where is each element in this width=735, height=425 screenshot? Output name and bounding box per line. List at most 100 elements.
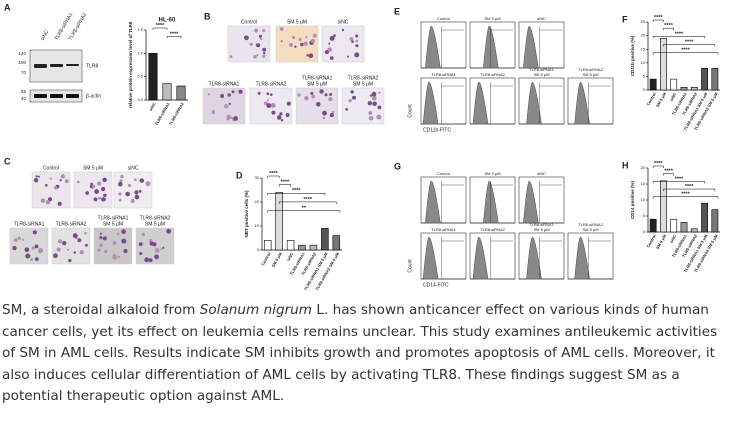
cell <box>79 250 84 255</box>
cell <box>84 231 87 235</box>
cell <box>121 229 127 234</box>
x-tick-label: siNC <box>148 101 157 111</box>
cell <box>62 241 67 246</box>
axis-label: Count <box>407 104 413 118</box>
cell <box>292 35 296 40</box>
bar <box>332 235 341 251</box>
cell <box>134 190 139 195</box>
cell <box>228 102 231 105</box>
cell <box>266 99 269 102</box>
cell <box>38 248 44 254</box>
cell <box>145 181 151 187</box>
histogram-peak <box>470 25 515 69</box>
cell <box>249 42 253 46</box>
sig-mark: **** <box>170 31 179 37</box>
cell <box>286 101 291 106</box>
cell <box>160 248 163 251</box>
band-label: TLR8 <box>86 63 98 69</box>
cell <box>298 38 302 42</box>
cell <box>368 115 374 121</box>
cell <box>279 112 283 116</box>
bar <box>162 83 172 101</box>
cell <box>297 93 301 97</box>
cell <box>35 175 38 178</box>
cell <box>127 183 132 188</box>
image-label: TLR8-siRNA2 <box>348 75 379 81</box>
sig-bracket <box>278 201 337 204</box>
cell <box>22 238 25 241</box>
y-axis-label: CD14 positive (%) <box>630 180 635 219</box>
cell <box>333 34 336 37</box>
sig-mark: **** <box>675 176 684 182</box>
cell <box>148 258 153 263</box>
x-tick-label: SM 5 μM <box>655 91 668 108</box>
cell <box>322 110 327 116</box>
cell <box>116 232 120 236</box>
cell <box>90 182 94 186</box>
cell <box>280 39 284 43</box>
image-label: TLR8-siRNA2 <box>56 221 87 227</box>
cell <box>91 184 96 189</box>
cell <box>112 255 117 260</box>
cell <box>45 184 48 187</box>
cell <box>352 95 356 100</box>
lane-label: siNC <box>40 29 51 42</box>
cell <box>103 198 107 201</box>
sig-bracket <box>267 175 280 178</box>
cell <box>68 258 72 263</box>
axis-label: CD11b-FITC <box>423 127 451 133</box>
cell <box>40 198 46 203</box>
band <box>66 94 79 98</box>
cell <box>162 246 165 249</box>
cell <box>311 94 316 99</box>
image-label: SM 5 μM <box>582 227 598 232</box>
sig-mark: **** <box>281 180 290 186</box>
image-label: SM 5 μM <box>83 165 103 171</box>
sig-bracket <box>652 19 664 22</box>
cell <box>345 108 348 111</box>
cell <box>355 44 359 48</box>
sig-mark: **** <box>664 169 673 175</box>
panel-letter: C <box>4 156 11 166</box>
cell <box>256 43 261 48</box>
cell <box>254 28 259 33</box>
x-tick-label: SM 5 μM <box>655 233 668 250</box>
cell <box>371 95 377 101</box>
cell <box>329 56 334 60</box>
cell <box>308 53 314 59</box>
image-label: TLR8-siRNA1 <box>431 227 456 232</box>
panel-letter: B <box>204 11 211 21</box>
cell <box>300 42 304 47</box>
sig-mark: ** <box>302 206 307 212</box>
bar <box>275 192 283 251</box>
cell <box>121 238 127 244</box>
cell <box>266 103 272 109</box>
cell <box>97 181 102 186</box>
panel-letter: A <box>4 2 11 12</box>
cell <box>233 116 238 121</box>
bar <box>176 85 186 101</box>
y-tick-label: 5 <box>643 213 646 218</box>
cell <box>59 179 62 182</box>
y-axis-label: relative protein expression level of TLR… <box>128 21 133 108</box>
bar <box>711 209 719 233</box>
bar <box>660 180 667 233</box>
cell <box>331 110 335 114</box>
cell <box>53 253 58 259</box>
cell <box>355 39 359 43</box>
panel-letter: H <box>622 160 629 170</box>
cell <box>97 248 101 252</box>
cell <box>66 248 70 251</box>
cell <box>85 191 89 195</box>
image-label: SM 5 μM <box>103 221 123 227</box>
cell <box>354 52 360 58</box>
cell <box>369 94 373 97</box>
cell <box>262 54 266 58</box>
histogram-peak <box>470 236 515 280</box>
image-label: SM 5 μM <box>307 81 327 87</box>
histogram-frame <box>518 77 565 125</box>
marker-label: 40 <box>21 96 27 101</box>
sig-bracket <box>663 173 674 176</box>
image-label: siNC <box>537 16 546 21</box>
